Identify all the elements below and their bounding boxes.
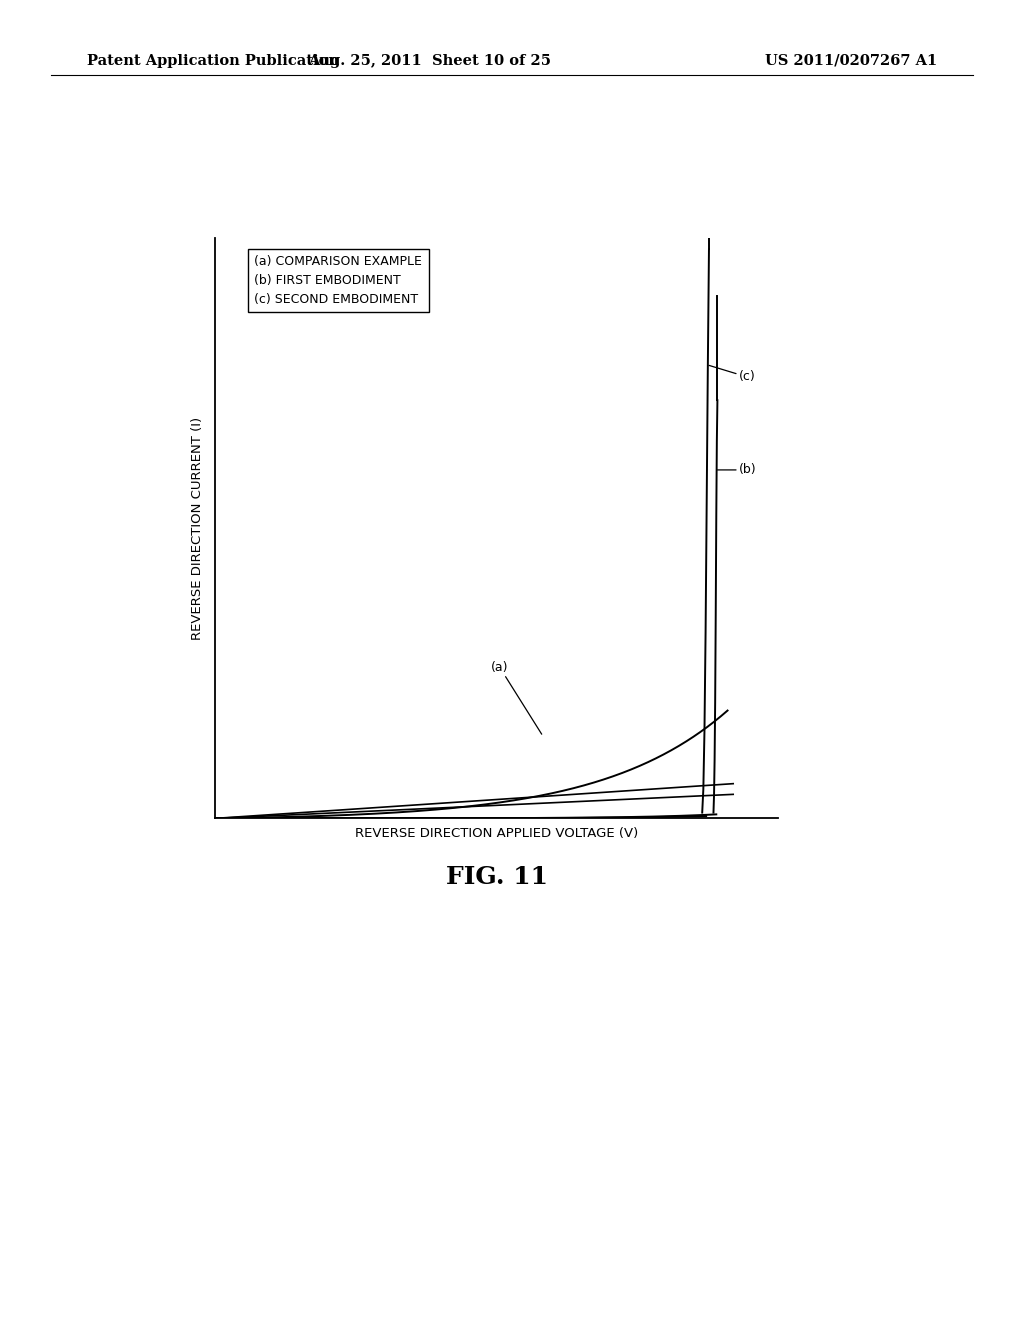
Text: Patent Application Publication: Patent Application Publication [87, 54, 339, 67]
Text: (b): (b) [718, 463, 757, 477]
Y-axis label: REVERSE DIRECTION CURRENT (I): REVERSE DIRECTION CURRENT (I) [190, 416, 204, 640]
X-axis label: REVERSE DIRECTION APPLIED VOLTAGE (V): REVERSE DIRECTION APPLIED VOLTAGE (V) [355, 826, 638, 840]
Text: (a) COMPARISON EXAMPLE
(b) FIRST EMBODIMENT
(c) SECOND EMBODIMENT: (a) COMPARISON EXAMPLE (b) FIRST EMBODIM… [254, 255, 422, 306]
Text: FIG. 11: FIG. 11 [445, 865, 548, 888]
Text: (a): (a) [492, 661, 542, 734]
Text: Aug. 25, 2011  Sheet 10 of 25: Aug. 25, 2011 Sheet 10 of 25 [308, 54, 552, 67]
Text: (c): (c) [709, 366, 756, 384]
Text: US 2011/0207267 A1: US 2011/0207267 A1 [765, 54, 937, 67]
